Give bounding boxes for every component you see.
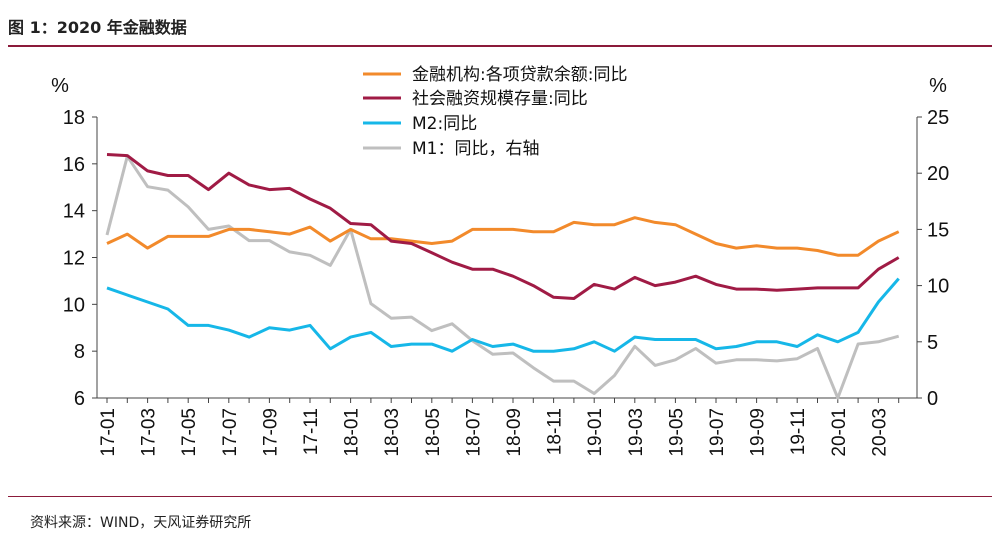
x-tick-label: 18-07 (463, 408, 484, 457)
x-tick-label: 19-11 (788, 408, 809, 455)
series-line-m1 (105, 154, 900, 400)
left-tick-label: 16 (63, 154, 85, 176)
figure-title: 图 1：2020 年金融数据 (8, 18, 187, 37)
legend-label-m2: M2:同比 (412, 114, 477, 134)
source-note: 资料来源：WIND，天风证券研究所 (30, 515, 252, 531)
axes: 6 8 10 12 14 16 18 0 5 10 15 20 25 17-01 17-03 17-05 17-… (63, 107, 950, 457)
right-tick-label: 25 (927, 107, 949, 129)
x-tick-label: 20-03 (869, 408, 890, 457)
right-tick-label: 5 (927, 332, 938, 354)
right-tick-label: 0 (927, 388, 938, 410)
right-tick-label: 10 (927, 276, 949, 298)
x-tick-label: 18-01 (342, 408, 363, 457)
series-lines (105, 153, 900, 400)
left-tick-label: 10 (63, 294, 85, 316)
x-tick-label: 19-09 (748, 408, 769, 457)
left-tick-label: 6 (74, 388, 85, 410)
x-tick-label: 19-07 (707, 408, 728, 457)
left-tick-label: 14 (63, 201, 85, 223)
x-tick-label: 18-03 (382, 408, 403, 457)
x-tick-label: 18-11 (545, 408, 566, 455)
left-tick-label: 8 (74, 341, 85, 363)
legend-label-m1: M1：同比，右轴 (412, 139, 539, 159)
series-line-social-financing (106, 153, 900, 300)
x-tick-label: 19-01 (585, 408, 606, 457)
left-tick-label: 18 (63, 107, 85, 129)
series-line-m2 (106, 277, 900, 353)
series-line-loans (106, 216, 900, 257)
line-chart: 6 8 10 12 14 16 18 0 5 10 15 20 25 17-01 17-03 17-05 17-… (51, 65, 950, 457)
x-tick-label: 20-01 (829, 408, 850, 457)
x-tick-label: 19-05 (666, 408, 687, 457)
left-axis-unit: % (51, 75, 69, 97)
legend: 金融机构:各项贷款余额:同比 社会融资规模存量:同比 M2:同比 M1：同比，右… (363, 65, 627, 159)
x-tick-label: 17-09 (260, 408, 281, 457)
x-tick-label: 18-05 (423, 408, 444, 457)
x-tick-label: 17-11 (301, 408, 322, 455)
x-tick-label: 19-03 (626, 408, 647, 457)
top-rule (8, 45, 992, 47)
x-tick-label: 17-07 (220, 408, 241, 457)
right-axis-unit: % (929, 75, 947, 97)
x-tick-label: 17-05 (179, 408, 200, 457)
right-tick-label: 15 (927, 219, 949, 241)
x-tick-label: 18-09 (504, 408, 525, 457)
bottom-rule (8, 496, 992, 497)
left-tick-label: 12 (63, 248, 85, 270)
right-tick-label: 20 (927, 163, 949, 185)
legend-label-loans: 金融机构:各项贷款余额:同比 (412, 65, 627, 85)
x-tick-label: 17-03 (139, 408, 160, 457)
legend-label-social-financing: 社会融资规模存量:同比 (412, 89, 588, 109)
x-tick-label: 17-01 (98, 408, 119, 457)
